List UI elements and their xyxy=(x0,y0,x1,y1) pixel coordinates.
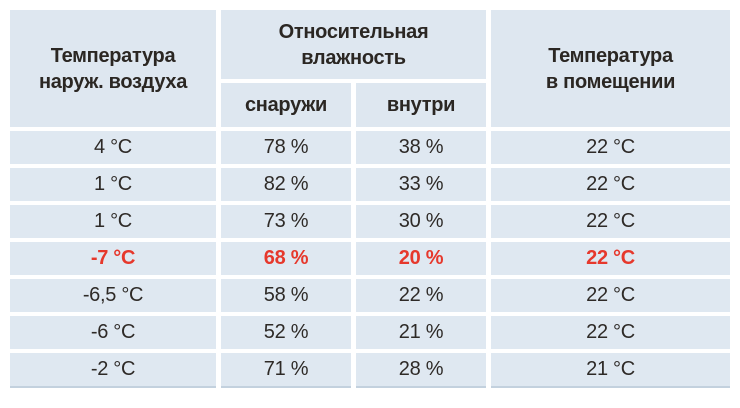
column-header-outdoor-temp: Температура наруж. воздуха xyxy=(10,10,216,127)
cell-indoor-temp: 22 °C xyxy=(491,168,730,201)
cell-outdoor-temp: -6,5 °C xyxy=(10,279,216,312)
cell-humidity-inside: 20 % xyxy=(356,242,486,275)
cell-humidity-outside: 73 % xyxy=(221,205,351,238)
cell-outdoor-temp: -2 °C xyxy=(10,353,216,388)
cell-humidity-inside: 28 % xyxy=(356,353,486,388)
table-row: -2 °C 71 % 28 % 21 °C xyxy=(10,353,730,388)
cell-humidity-inside: 22 % xyxy=(356,279,486,312)
table-header: Температура наруж. воздуха Относительная… xyxy=(10,10,730,127)
cell-humidity-outside: 68 % xyxy=(221,242,351,275)
cell-humidity-outside: 52 % xyxy=(221,316,351,349)
cell-outdoor-temp: 1 °C xyxy=(10,168,216,201)
cell-humidity-outside: 71 % xyxy=(221,353,351,388)
column-header-humidity-inside: внутри xyxy=(356,83,486,127)
table-row: 4 °C 78 % 38 % 22 °C xyxy=(10,131,730,164)
cell-outdoor-temp: 1 °C xyxy=(10,205,216,238)
cell-indoor-temp: 22 °C xyxy=(491,316,730,349)
cell-indoor-temp: 22 °C xyxy=(491,279,730,312)
cell-indoor-temp: 22 °C xyxy=(491,205,730,238)
humidity-temperature-table: Температура наруж. воздуха Относительная… xyxy=(5,6,735,392)
table-row: 1 °C 82 % 33 % 22 °C xyxy=(10,168,730,201)
cell-humidity-outside: 78 % xyxy=(221,131,351,164)
cell-humidity-inside: 33 % xyxy=(356,168,486,201)
table-body: 4 °C 78 % 38 % 22 °C 1 °C 82 % 33 % 22 °… xyxy=(10,131,730,388)
cell-outdoor-temp: -6 °C xyxy=(10,316,216,349)
table-row-highlighted: -7 °C 68 % 20 % 22 °C xyxy=(10,242,730,275)
column-header-relative-humidity: Относительная влажность xyxy=(221,10,486,79)
cell-outdoor-temp: -7 °C xyxy=(10,242,216,275)
table-row: 1 °C 73 % 30 % 22 °C xyxy=(10,205,730,238)
cell-indoor-temp: 22 °C xyxy=(491,242,730,275)
cell-indoor-temp: 22 °C xyxy=(491,131,730,164)
table-row: -6,5 °C 58 % 22 % 22 °C xyxy=(10,279,730,312)
table-row: -6 °C 52 % 21 % 22 °C xyxy=(10,316,730,349)
cell-humidity-inside: 21 % xyxy=(356,316,486,349)
cell-outdoor-temp: 4 °C xyxy=(10,131,216,164)
cell-humidity-inside: 38 % xyxy=(356,131,486,164)
cell-humidity-outside: 58 % xyxy=(221,279,351,312)
column-header-indoor-temp: Температура в помещении xyxy=(491,10,730,127)
column-header-humidity-outside: снаружи xyxy=(221,83,351,127)
cell-humidity-outside: 82 % xyxy=(221,168,351,201)
cell-humidity-inside: 30 % xyxy=(356,205,486,238)
cell-indoor-temp: 21 °C xyxy=(491,353,730,388)
